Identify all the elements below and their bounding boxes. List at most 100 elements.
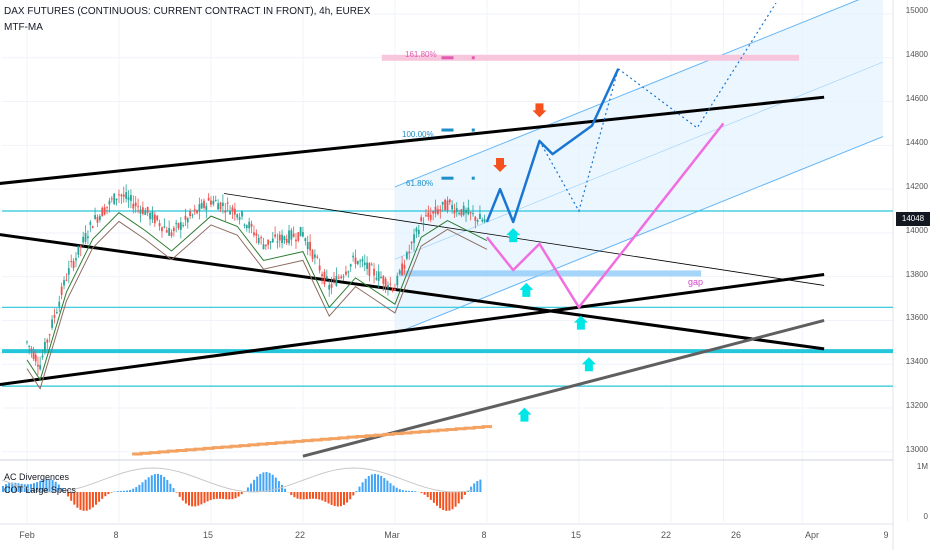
candle-body: [435, 207, 437, 214]
candle-body: [46, 340, 48, 343]
candle-body: [380, 277, 382, 278]
candle-body: [125, 192, 127, 199]
time-tick: Mar: [384, 530, 400, 540]
chart-title: DAX FUTURES (CONTINUOUS: CURRENT CONTRAC…: [4, 6, 370, 17]
candle-body: [232, 207, 234, 210]
fib-61-label: 61.80%: [406, 179, 433, 188]
histogram-bar: [238, 492, 240, 497]
histogram-bar: [126, 491, 128, 492]
candle-body: [297, 232, 299, 240]
candle-body: [161, 227, 163, 231]
candle-body: [335, 276, 337, 286]
up-arrow: [582, 357, 596, 371]
histogram-bar: [86, 492, 88, 511]
histogram-bar: [157, 474, 159, 492]
candle-body: [149, 213, 151, 219]
candle-body: [51, 319, 53, 327]
fib-level-marker: [472, 129, 475, 132]
time-tick: 9: [883, 530, 888, 540]
candle-body: [454, 211, 456, 214]
candle-body: [314, 254, 316, 257]
candle-body: [87, 236, 89, 238]
price-tick: 13000: [906, 445, 928, 454]
candle-body: [75, 258, 77, 260]
histogram-bar: [402, 490, 404, 492]
candle-body: [274, 235, 276, 237]
candle-body: [371, 265, 373, 266]
histogram-bar: [89, 492, 91, 509]
candle-body: [239, 217, 241, 220]
gap-band: [399, 270, 701, 276]
histogram-bar: [297, 492, 299, 499]
histogram-bar: [315, 492, 317, 499]
time-tick: 8: [481, 530, 486, 540]
time-tick: 15: [571, 530, 581, 540]
candle-body: [63, 280, 65, 285]
candle-body: [234, 209, 236, 215]
candle-body: [113, 194, 115, 205]
histogram-bar: [138, 485, 140, 492]
histogram-bar: [439, 492, 441, 508]
price-tick: 14800: [906, 50, 928, 59]
candle-body: [439, 209, 441, 210]
candle-body: [49, 334, 51, 335]
candle-body: [404, 265, 406, 269]
fib-level-marker: [441, 129, 453, 132]
candle-body: [101, 208, 103, 217]
histogram-bar: [259, 474, 261, 492]
histogram-bar: [452, 492, 454, 509]
candle-body: [411, 242, 413, 243]
histogram-bar: [151, 475, 153, 492]
candle-body: [128, 197, 130, 200]
candle-body: [135, 203, 137, 206]
histogram-bar: [352, 492, 354, 495]
gap-label: gap: [688, 277, 703, 287]
candle-body: [460, 209, 462, 215]
candle-body: [309, 242, 311, 250]
candle-body: [201, 203, 203, 208]
histogram-bar: [461, 492, 463, 499]
candle-body: [316, 257, 318, 258]
histogram-bar: [300, 492, 302, 499]
candle-body: [255, 233, 257, 235]
histogram-bar: [328, 492, 330, 503]
candle-body: [196, 210, 198, 213]
histogram-bar: [436, 492, 438, 506]
candle-body: [484, 219, 486, 221]
candle-body: [70, 261, 72, 262]
candle-body: [39, 365, 41, 369]
candle-body: [173, 228, 175, 231]
candle-body: [355, 257, 357, 263]
candle-body: [205, 206, 207, 210]
candle-body: [132, 204, 134, 209]
candle-body: [357, 261, 359, 264]
candle-body: [277, 241, 279, 242]
histogram-bar: [414, 491, 416, 492]
volume-tick: 0: [924, 512, 928, 521]
candle-body: [73, 261, 75, 268]
candle-body: [187, 218, 189, 222]
histogram-bar: [293, 492, 295, 497]
histogram-bar: [101, 492, 103, 499]
candle-body: [159, 223, 161, 226]
up-arrow: [574, 316, 588, 330]
candle-body: [396, 276, 398, 285]
histogram-bar: [95, 492, 97, 505]
candle-body: [120, 195, 122, 196]
candle-body: [80, 246, 82, 248]
candle-body: [94, 215, 96, 219]
price-tick: 14400: [906, 138, 928, 147]
histogram-bar: [188, 492, 190, 505]
volume-profile-line: [132, 427, 492, 454]
candle-body: [352, 256, 354, 257]
candle-body: [458, 213, 460, 214]
histogram-bar: [160, 475, 162, 492]
candle-body: [30, 348, 32, 350]
candle-body: [366, 263, 368, 269]
histogram-bar: [346, 492, 348, 503]
histogram-bar: [163, 477, 165, 492]
price-tick: 14600: [906, 94, 928, 103]
volume-tick: 1M: [917, 462, 928, 471]
histogram-bar: [349, 492, 351, 499]
